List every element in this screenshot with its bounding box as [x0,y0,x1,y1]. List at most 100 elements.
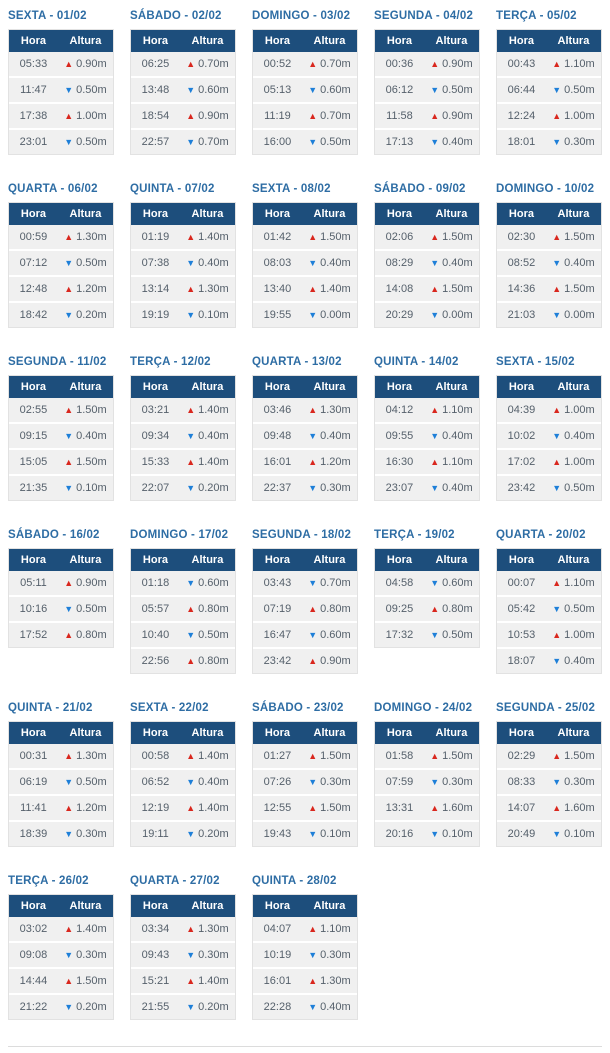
tide-table-header-row: Hora Altura [375,203,479,225]
tide-height-value: 0.70m [320,110,351,122]
tide-table-header-row: Hora Altura [9,722,113,744]
day-title: SÁBADO - 02/02 [130,10,222,22]
tide-height: ▼ 0.20m [179,822,235,846]
tide-time: 13:14 [131,277,180,303]
tide-table: Hora Altura 01:19 ▲ 1.40m 07:38 ▼ 0.40m 13… [130,202,236,328]
tide-height: ▲ 1.00m [545,104,601,130]
tide-day-card: DOMINGO - 03/02 Hora Altura 00:52 ▲ 0.70m… [252,8,358,155]
tide-up-icon: ▲ [186,604,196,614]
tide-up-icon: ▲ [430,232,440,242]
tide-height: ▼ 0.20m [179,995,235,1019]
tide-height-value: 0.00m [442,309,473,321]
tide-table: Hora Altura 04:39 ▲ 1.00m 10:02 ▼ 0.40m 17… [496,375,602,501]
tide-height: ▼ 0.20m [179,476,235,500]
tide-height: ▲ 1.00m [545,450,601,476]
tide-down-icon: ▼ [552,431,562,441]
hora-column-header: Hora [375,30,424,52]
tide-height: ▼ 0.10m [57,476,113,500]
tide-down-icon: ▼ [308,85,318,95]
tide-up-icon: ▲ [64,578,74,588]
tide-down-icon: ▼ [64,310,74,320]
tide-up-icon: ▲ [430,803,440,813]
tide-height: ▼ 0.30m [57,822,113,846]
tide-row: 18:42 ▼ 0.20m [9,303,113,327]
tide-row: 15:05 ▲ 1.50m [9,450,113,476]
tide-height: ▲ 1.00m [545,623,601,649]
tide-height-value: 0.60m [198,84,229,96]
tide-height-value: 0.40m [198,776,229,788]
altura-column-header: Altura [179,376,235,398]
tide-down-icon: ▼ [186,777,196,787]
tide-height: ▲ 1.30m [301,398,357,424]
tide-up-icon: ▲ [430,457,440,467]
tide-row: 11:41 ▲ 1.20m [9,796,113,822]
tide-row: 08:29 ▼ 0.40m [375,251,479,277]
tide-time: 15:33 [131,450,180,476]
tide-height-value: 0.50m [564,603,595,615]
tide-height: ▲ 0.90m [179,104,235,130]
tide-time: 00:31 [9,744,58,770]
tide-row: 01:42 ▲ 1.50m [253,225,357,251]
tide-row: 23:42 ▼ 0.50m [497,476,601,500]
altura-column-header: Altura [57,722,113,744]
tide-table: Hora Altura 02:06 ▲ 1.50m 08:29 ▼ 0.40m 14… [374,202,480,328]
tide-height-value: 0.50m [76,603,107,615]
tide-row: 00:58 ▲ 1.40m [131,744,235,770]
tide-up-icon: ▲ [186,405,196,415]
hora-column-header: Hora [253,549,302,571]
tide-day-card: SEGUNDA - 04/02 Hora Altura 00:36 ▲ 0.90m… [374,8,480,155]
tide-row: 17:13 ▼ 0.40m [375,130,479,154]
tide-time: 12:24 [497,104,546,130]
tide-table-header-row: Hora Altura [253,722,357,744]
tide-height-value: 0.80m [442,603,473,615]
tide-height-value: 1.50m [564,231,595,243]
tide-down-icon: ▼ [186,1002,196,1012]
tide-up-icon: ▲ [64,976,74,986]
altura-column-header: Altura [301,376,357,398]
tide-time: 21:22 [9,995,58,1019]
tide-height: ▲ 0.80m [179,597,235,623]
tide-height-value: 1.50m [320,802,351,814]
tide-down-icon: ▼ [186,630,196,640]
tide-height: ▲ 1.40m [179,450,235,476]
tide-height-value: 1.30m [198,923,229,935]
bottom-divider [8,1046,602,1047]
tide-height-value: 1.50m [564,750,595,762]
tide-down-icon: ▼ [186,483,196,493]
tide-day-card: QUARTA - 13/02 Hora Altura 03:46 ▲ 1.30m … [252,354,358,501]
tide-up-icon: ▲ [430,284,440,294]
day-title: QUINTA - 14/02 [374,356,459,368]
tide-up-icon: ▲ [64,59,74,69]
tide-down-icon: ▼ [64,483,74,493]
tide-height-value: 1.30m [320,404,351,416]
tide-row: 04:12 ▲ 1.10m [375,398,479,424]
tide-height-value: 0.40m [442,482,473,494]
hora-column-header: Hora [9,549,58,571]
day-title: TERÇA - 12/02 [130,356,211,368]
day-title: QUARTA - 13/02 [252,356,342,368]
tide-day-card: QUINTA - 21/02 Hora Altura 00:31 ▲ 1.30m … [8,700,114,847]
tide-table: Hora Altura 01:42 ▲ 1.50m 08:03 ▼ 0.40m 13… [252,202,358,328]
tide-table: Hora Altura 01:58 ▲ 1.50m 07:59 ▼ 0.30m 13… [374,721,480,847]
tide-height: ▼ 0.30m [545,130,601,154]
tide-height-value: 0.30m [320,776,351,788]
tide-time: 07:19 [253,597,302,623]
tide-time: 23:01 [9,130,58,154]
tide-up-icon: ▲ [64,924,74,934]
tide-row: 18:01 ▼ 0.30m [497,130,601,154]
tide-up-icon: ▲ [552,457,562,467]
day-title: SEXTA - 22/02 [130,702,209,714]
tide-height: ▼ 0.20m [57,995,113,1019]
tide-down-icon: ▼ [552,777,562,787]
tide-height: ▼ 0.40m [179,770,235,796]
tide-height-value: 1.00m [564,404,595,416]
altura-column-header: Altura [545,203,601,225]
tide-time: 05:57 [131,597,180,623]
hora-column-header: Hora [9,895,58,917]
tide-height: ▼ 0.60m [423,571,479,597]
day-title: SEXTA - 01/02 [8,10,87,22]
tide-time: 10:19 [253,943,302,969]
tide-row: 13:14 ▲ 1.30m [131,277,235,303]
tide-time: 19:43 [253,822,302,846]
